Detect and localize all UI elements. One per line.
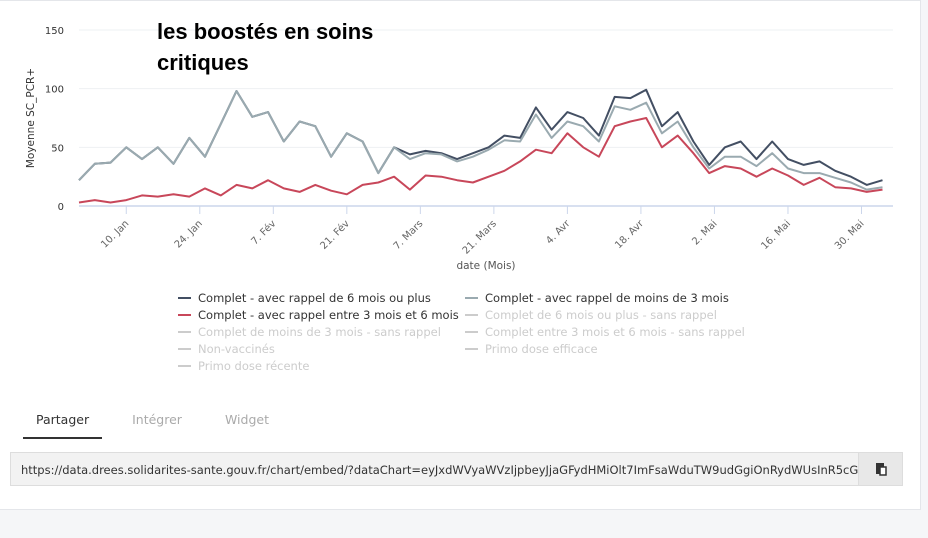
legend-item[interactable]: Complet de moins de 3 mois - sans rappel [178, 325, 441, 339]
legend-swatch [178, 297, 191, 299]
legend-item[interactable]: Complet - avec rappel de moins de 3 mois [465, 291, 729, 305]
legend-label: Primo dose récente [198, 359, 310, 373]
x-tick-label: 16. Mai [759, 218, 793, 252]
legend-swatch [465, 314, 478, 316]
legend-label: Complet de 6 mois ou plus - sans rappel [485, 308, 717, 322]
legend-label: Complet entre 3 mois et 6 mois - sans ra… [485, 325, 745, 339]
legend-swatch [178, 331, 191, 333]
legend-swatch [178, 365, 191, 367]
legend-swatch [178, 314, 191, 316]
legend-item[interactable]: Complet entre 3 mois et 6 mois - sans ra… [465, 325, 745, 339]
legend-swatch [465, 297, 478, 299]
clipboard-icon [875, 463, 887, 476]
legend-item[interactable]: Complet - avec rappel de 6 mois ou plus [178, 291, 431, 305]
copy-button[interactable] [858, 452, 903, 486]
x-tick-label: 18. Avr [613, 218, 646, 251]
x-tick-label: 7. Fév [249, 218, 279, 248]
y-axis-label: Moyenne SC_PCR+ [25, 68, 37, 168]
legend-item[interactable]: Non-vaccinés [178, 342, 275, 356]
x-tick-label: 2. Mai [690, 218, 719, 247]
line-chart: 0 50 100 150 10. Jan 24. Jan 7. Fév 21. Fév 7. M… [25, 26, 893, 272]
legend-item[interactable]: Complet - avec rappel entre 3 mois et 6 … [178, 308, 459, 322]
share-tabs: Partager Intégrer Widget [23, 408, 299, 439]
chart-title: les boostés en soins critiques [157, 19, 374, 75]
x-tick-label: 10. Jan [99, 218, 131, 250]
y-tick-label: 0 [58, 202, 64, 213]
legend-label: Complet - avec rappel de moins de 3 mois [485, 291, 729, 305]
legend-swatch [178, 348, 191, 350]
legend-swatch [465, 331, 478, 333]
y-tick-label: 50 [51, 143, 64, 154]
legend-label: Complet de moins de 3 mois - sans rappel [198, 325, 441, 339]
chart-card [0, 0, 921, 510]
series-line-1 [78, 90, 883, 191]
tab-integrer[interactable]: Intégrer [132, 412, 182, 427]
tab-widget[interactable]: Widget [224, 412, 269, 427]
share-url-field[interactable]: https://data.drees.solidarites-sante.gou… [10, 452, 858, 486]
legend-label: Complet - avec rappel entre 3 mois et 6 … [198, 308, 459, 322]
x-tick-label: 21. Fév [318, 218, 352, 252]
legend-label: Complet - avec rappel de 6 mois ou plus [198, 291, 431, 305]
legend-item[interactable]: Complet de 6 mois ou plus - sans rappel [465, 308, 717, 322]
x-axis-label: date (Mois) [456, 260, 515, 272]
legend-swatch [465, 348, 478, 350]
x-tick-label: 21. Mars [461, 218, 499, 256]
x-tick-label: 24. Jan [173, 218, 205, 250]
x-tick-label: 30. Mai [833, 218, 867, 252]
y-tick-label: 100 [45, 85, 64, 96]
x-tick-label: 4. Avr [544, 218, 573, 247]
legend-item[interactable]: Primo dose efficace [465, 342, 598, 356]
legend-label: Non-vaccinés [198, 342, 275, 356]
legend-label: Primo dose efficace [485, 342, 598, 356]
x-tick-label: 7. Mars [392, 218, 426, 252]
legend-item[interactable]: Primo dose récente [178, 359, 309, 373]
y-tick-label: 150 [45, 26, 64, 37]
tab-partager[interactable]: Partager [23, 408, 103, 439]
series-line-0 [78, 88, 883, 186]
series-line-2 [78, 117, 883, 204]
